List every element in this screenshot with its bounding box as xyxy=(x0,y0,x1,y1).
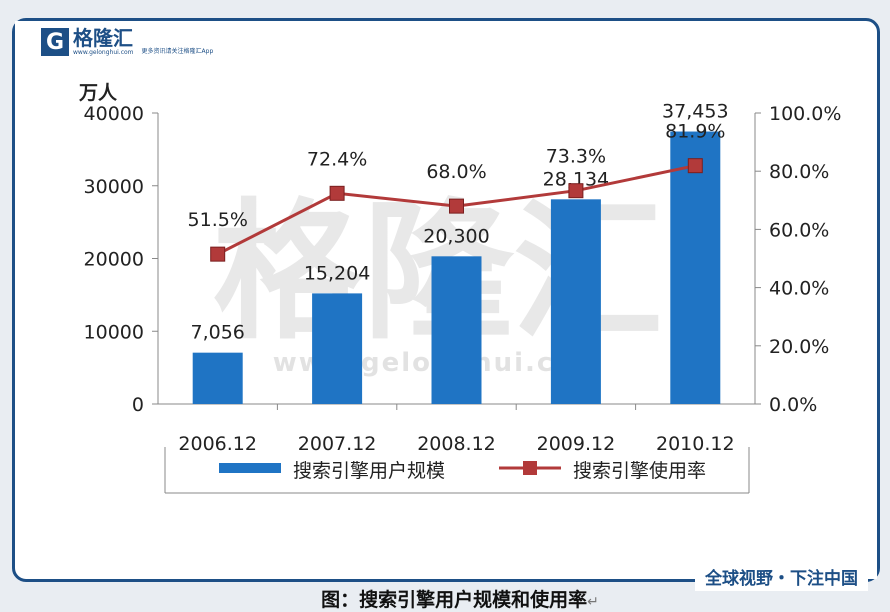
x-tick-label: 2010.12 xyxy=(656,433,735,455)
x-tick-label: 2008.12 xyxy=(417,433,496,455)
right-tick-label: 60.0% xyxy=(769,219,829,241)
bar xyxy=(312,293,363,404)
logo-text: 格隆汇 www.gelonghui.com xyxy=(73,28,134,56)
line-marker xyxy=(568,183,584,199)
logo-icon: G xyxy=(41,28,69,56)
brand-slogan: 更多资讯请关注格隆汇App xyxy=(141,48,214,55)
line-value-label: 72.4% xyxy=(307,148,367,170)
line-marker xyxy=(329,185,345,201)
right-tick-label: 40.0% xyxy=(769,278,829,300)
left-tick-label: 10000 xyxy=(84,321,144,343)
left-axis-unit: 万人 xyxy=(78,82,118,104)
right-tick-label: 80.0% xyxy=(769,161,829,183)
x-tick-label: 2009.12 xyxy=(537,433,616,455)
x-tick-label: 2007.12 xyxy=(298,433,377,455)
chart-area: 格隆汇www.gelonghui.com01000020000300004000… xyxy=(43,69,877,611)
brand-name: 格隆汇 xyxy=(73,26,133,50)
line-marker xyxy=(687,158,703,174)
line-value-label: 51.5% xyxy=(188,209,248,231)
legend-bar-swatch xyxy=(219,463,281,473)
left-tick-label: 40000 xyxy=(84,103,144,125)
line-marker xyxy=(210,246,226,262)
line-marker xyxy=(449,198,464,214)
left-tick-label: 20000 xyxy=(84,249,144,271)
line-value-label: 81.9% xyxy=(665,121,725,143)
footer-slogan: 全球视野・下注中国 xyxy=(695,561,868,591)
left-tick-label: 0 xyxy=(132,394,144,416)
bar xyxy=(431,256,482,404)
bar-value-label: 15,204 xyxy=(304,262,370,284)
bar-value-label: 7,056 xyxy=(190,322,244,344)
bar xyxy=(550,199,601,404)
right-tick-label: 0.0% xyxy=(769,394,817,416)
bar-value-label: 28,134 xyxy=(543,168,609,190)
line-value-label: 73.3% xyxy=(546,146,606,168)
legend-line-marker xyxy=(523,461,537,475)
right-tick-label: 100.0% xyxy=(769,103,841,125)
brand-url: www.gelonghui.com xyxy=(73,49,134,56)
right-tick-label: 20.0% xyxy=(769,336,829,358)
chart-frame: G 格隆汇 www.gelonghui.com 更多资讯请关注格隆汇App 格隆… xyxy=(12,18,880,611)
chart-svg: 格隆汇www.gelonghui.com01000020000300004000… xyxy=(78,82,841,494)
left-tick-label: 30000 xyxy=(84,176,144,198)
x-tick-label: 2006.12 xyxy=(178,433,257,455)
brand-header: G 格隆汇 www.gelonghui.com 更多资讯请关注格隆汇App xyxy=(15,21,225,63)
bar xyxy=(192,352,243,404)
bar-value-label: 20,300 xyxy=(423,225,489,247)
caption-text: 图：搜索引擎用户规模和使用率 xyxy=(321,589,588,611)
bar xyxy=(670,131,721,404)
paragraph-mark-icon: ↵ xyxy=(587,594,599,610)
bar-value-label: 37,453 xyxy=(662,101,728,123)
line-value-label: 68.0% xyxy=(426,161,486,183)
legend-line-label: 搜索引擎使用率 xyxy=(573,460,706,482)
legend-bar-label: 搜索引擎用户规模 xyxy=(293,460,445,482)
